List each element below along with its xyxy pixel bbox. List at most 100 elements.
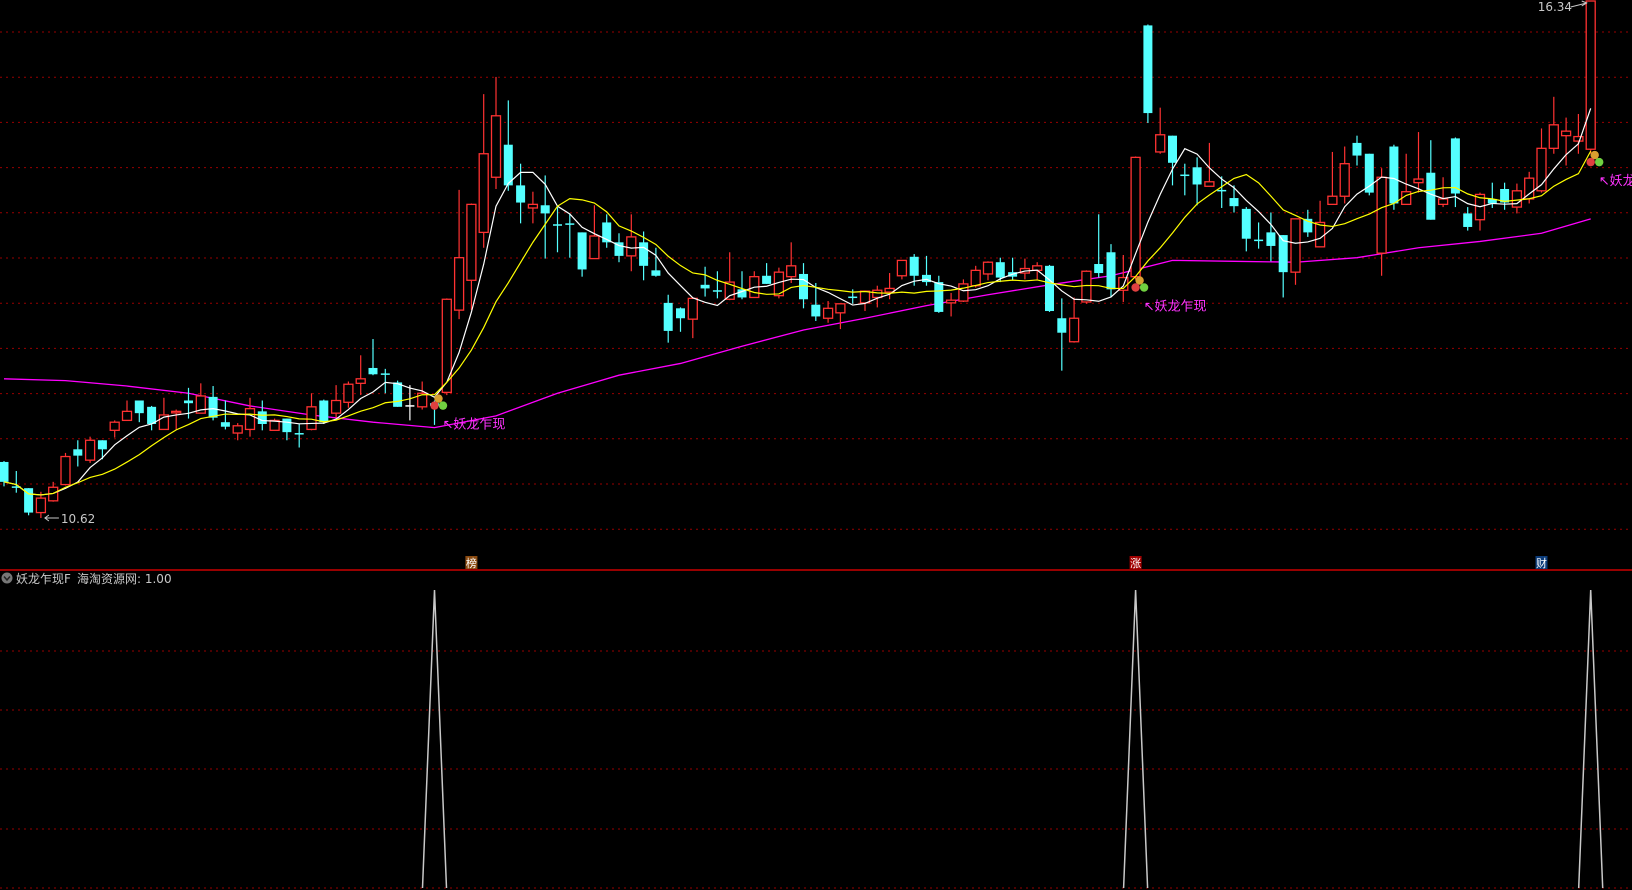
candle bbox=[1241, 207, 1251, 252]
candle-body bbox=[1314, 221, 1326, 248]
candle-body bbox=[577, 232, 587, 270]
indicator-spike bbox=[1577, 589, 1604, 889]
candle bbox=[1168, 135, 1177, 186]
candle-body bbox=[565, 223, 575, 225]
candle-body bbox=[676, 308, 685, 319]
candle-body bbox=[1413, 178, 1424, 184]
candle-body bbox=[195, 395, 206, 414]
candle-body bbox=[0, 461, 9, 482]
signal-label: ↖妖龙乍现 bbox=[443, 417, 506, 433]
candle bbox=[1500, 182, 1510, 210]
candle bbox=[553, 207, 562, 253]
candle bbox=[872, 285, 883, 308]
candle bbox=[24, 488, 34, 516]
candle bbox=[786, 242, 797, 283]
candle-body bbox=[306, 406, 317, 431]
signal-markers: ↖妖龙乍现 ↖妖龙乍现 ↖妖龙乍现 bbox=[430, 150, 1632, 433]
candle bbox=[355, 355, 366, 396]
indicator-value: 海淘资源网: 1.00 bbox=[77, 571, 172, 586]
candle bbox=[700, 266, 710, 297]
signal-ball-icon bbox=[1135, 276, 1144, 285]
candle-body bbox=[503, 144, 513, 186]
moving-averages bbox=[3, 108, 1592, 496]
max-arrow-icon bbox=[1570, 0, 1588, 8]
candle-body bbox=[109, 421, 120, 431]
candle bbox=[1180, 163, 1190, 196]
candle bbox=[294, 424, 304, 448]
candle-body bbox=[1437, 198, 1449, 206]
candle-body bbox=[269, 419, 280, 431]
candle-body bbox=[626, 236, 637, 257]
candle-body bbox=[1254, 239, 1264, 242]
candle bbox=[712, 271, 722, 299]
collapse-icon[interactable] bbox=[1, 572, 13, 584]
candle bbox=[11, 471, 21, 493]
candle bbox=[478, 94, 489, 248]
candle bbox=[1254, 222, 1264, 249]
indicator-spike bbox=[421, 589, 448, 889]
candle-body bbox=[835, 303, 846, 314]
candle bbox=[1327, 151, 1338, 206]
min-arrow-icon bbox=[44, 514, 59, 522]
candle-body bbox=[527, 203, 539, 209]
candle bbox=[84, 436, 96, 463]
candle-body bbox=[687, 297, 698, 320]
signal-label: ↖妖龙乍现 bbox=[1144, 298, 1207, 314]
event-marker bbox=[1129, 556, 1142, 569]
candle bbox=[503, 100, 513, 191]
candle-body bbox=[1204, 181, 1215, 187]
candle-body bbox=[540, 205, 550, 214]
candle-body bbox=[368, 367, 378, 375]
candle-body bbox=[516, 185, 526, 203]
candle-body bbox=[121, 410, 133, 422]
candle bbox=[982, 261, 994, 281]
indicator-header: 妖龙乍现F 海淘资源网: 1.00 bbox=[1, 571, 172, 586]
indicator-spikes bbox=[421, 589, 1604, 889]
candle-body bbox=[1068, 317, 1080, 343]
candle bbox=[859, 290, 871, 312]
candle bbox=[1463, 207, 1473, 231]
candle bbox=[762, 263, 772, 284]
candle-body bbox=[639, 242, 649, 266]
candle-body bbox=[859, 290, 871, 304]
candle-body bbox=[330, 399, 342, 414]
candle bbox=[1352, 135, 1362, 166]
candle-body bbox=[1376, 176, 1387, 254]
candle bbox=[1057, 298, 1067, 371]
candle-body bbox=[1463, 213, 1473, 227]
candle-body bbox=[97, 440, 107, 450]
candle bbox=[109, 420, 120, 438]
candle bbox=[1560, 117, 1572, 166]
candle bbox=[1290, 218, 1301, 285]
candle-body bbox=[712, 290, 722, 292]
candle bbox=[1143, 24, 1153, 124]
event-marker bbox=[1535, 556, 1548, 569]
indicator-spike bbox=[1122, 589, 1149, 889]
candle-body bbox=[158, 414, 170, 431]
candle bbox=[1266, 212, 1276, 262]
candle bbox=[1094, 214, 1104, 278]
candle bbox=[663, 294, 673, 343]
candle-body bbox=[257, 411, 267, 424]
candle bbox=[466, 203, 477, 311]
candle bbox=[244, 397, 256, 437]
candle bbox=[945, 292, 957, 317]
candle bbox=[158, 397, 170, 431]
candle-body bbox=[1130, 156, 1141, 278]
candle-body bbox=[724, 281, 735, 300]
candle-body bbox=[282, 418, 292, 433]
candle bbox=[1068, 297, 1080, 343]
candle bbox=[1364, 153, 1374, 196]
ma-long-line bbox=[3, 218, 1591, 429]
candle bbox=[835, 303, 846, 330]
candle bbox=[1450, 137, 1460, 208]
candle bbox=[922, 255, 931, 286]
candle bbox=[1229, 185, 1239, 213]
candle-body bbox=[1217, 189, 1227, 192]
candle-body bbox=[872, 289, 883, 299]
event-marker bbox=[465, 556, 478, 569]
candle-body bbox=[934, 282, 944, 312]
candle-body bbox=[490, 115, 502, 178]
candle-body bbox=[1143, 25, 1153, 114]
